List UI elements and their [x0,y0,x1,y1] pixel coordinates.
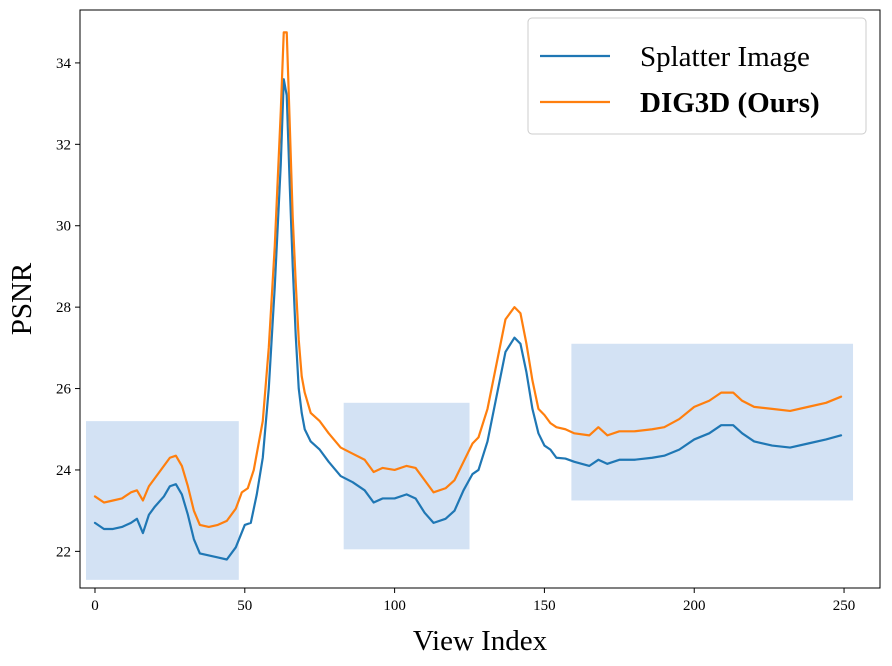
x-tick-label: 150 [533,598,556,614]
legend-label: Splatter Image [640,41,810,73]
x-tick-label: 100 [383,598,406,614]
y-tick-label: 34 [56,56,72,72]
y-tick-label: 26 [56,382,72,398]
x-tick-label: 0 [91,598,99,614]
y-tick-label: 30 [56,219,71,235]
highlight-region-2 [344,403,470,550]
y-tick-label: 28 [56,300,71,316]
x-axis-label: View Index [413,625,548,657]
highlight-regions [86,344,853,580]
y-axis-ticks: 22 24 26 28 30 32 34 [56,56,80,560]
legend-label: DIG3D (Ours) [640,87,820,119]
y-axis-label: PSNR [6,262,38,335]
x-tick-label: 50 [237,598,252,614]
x-tick-label: 200 [683,598,706,614]
legend: Splatter Image DIG3D (Ours) [528,18,866,134]
x-axis-ticks: 0 50 100 150 200 250 [91,588,855,614]
x-tick-label: 250 [833,598,856,614]
y-tick-label: 32 [56,137,71,153]
highlight-region-3 [571,344,853,501]
y-tick-label: 24 [56,463,72,479]
y-tick-label: 22 [56,544,71,560]
